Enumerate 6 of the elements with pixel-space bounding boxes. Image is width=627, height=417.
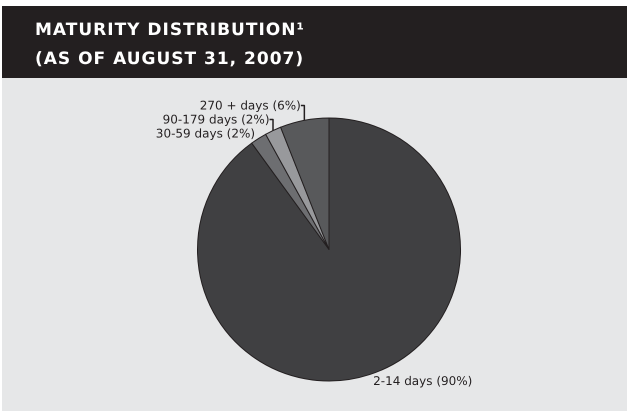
slice-label: 30-59 days (2%) (156, 126, 256, 140)
chart-title: MATURITY DISTRIBUTION¹ (35, 19, 306, 42)
slice-label: 270 + days (6%) (200, 98, 301, 112)
slice-label: 2-14 days (90%) (373, 374, 472, 388)
slice-label: 90-179 days (2%) (162, 112, 270, 126)
chart-subtitle: (AS OF AUGUST 31, 2007) (35, 48, 306, 71)
